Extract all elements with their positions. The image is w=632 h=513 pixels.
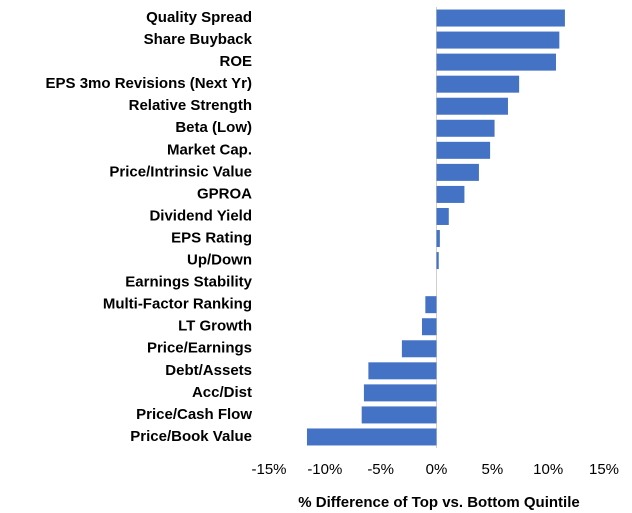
bar bbox=[363, 384, 437, 402]
bar bbox=[436, 31, 560, 49]
bar bbox=[436, 141, 491, 159]
y-tick-label: Price/Earnings bbox=[147, 340, 252, 357]
y-tick-label: Dividend Yield bbox=[149, 207, 252, 224]
bar bbox=[306, 428, 437, 446]
bar bbox=[361, 406, 437, 424]
y-tick-label: ROE bbox=[219, 53, 252, 70]
x-tick-label: 5% bbox=[481, 461, 503, 478]
bar bbox=[436, 75, 520, 93]
bar bbox=[436, 53, 556, 71]
x-tick-label: 10% bbox=[533, 461, 563, 478]
bar bbox=[368, 362, 437, 380]
y-tick-label: LT Growth bbox=[178, 318, 252, 335]
y-tick-label: GPROA bbox=[197, 185, 252, 202]
bar bbox=[436, 119, 495, 137]
x-tick-label: 0% bbox=[426, 461, 448, 478]
bar bbox=[421, 318, 437, 336]
y-tick-label: EPS 3mo Revisions (Next Yr) bbox=[46, 75, 252, 92]
y-tick-label: Relative Strength bbox=[129, 97, 252, 114]
x-tick-label: -10% bbox=[307, 461, 342, 478]
y-tick-label: Price/Cash Flow bbox=[136, 406, 252, 423]
bar bbox=[436, 9, 565, 27]
bar bbox=[436, 97, 508, 115]
y-tick-label: Quality Spread bbox=[146, 9, 252, 26]
y-tick-label: Up/Down bbox=[187, 252, 252, 269]
y-tick-label: Share Buyback bbox=[144, 31, 253, 48]
y-tick-label: Price/Book Value bbox=[130, 428, 252, 445]
bar bbox=[436, 207, 449, 225]
y-tick-label: Market Cap. bbox=[167, 141, 252, 158]
bar bbox=[401, 340, 437, 358]
y-tick-label: Acc/Dist bbox=[192, 384, 252, 401]
x-tick-label: 15% bbox=[589, 461, 619, 478]
x-tick-label: -5% bbox=[367, 461, 394, 478]
x-axis-title: % Difference of Top vs. Bottom Quintile bbox=[298, 494, 579, 511]
bar bbox=[425, 296, 437, 314]
y-tick-label: Price/Intrinsic Value bbox=[109, 163, 252, 180]
y-tick-label: Earnings Stability bbox=[125, 274, 252, 291]
x-tick-label: -15% bbox=[251, 461, 286, 478]
y-tick-label: Multi-Factor Ranking bbox=[103, 296, 252, 313]
bar bbox=[436, 252, 439, 270]
bar bbox=[436, 163, 479, 181]
y-tick-label: Beta (Low) bbox=[175, 119, 252, 136]
y-tick-label: EPS Rating bbox=[171, 229, 252, 246]
bar bbox=[436, 230, 440, 248]
y-tick-label: Debt/Assets bbox=[165, 362, 252, 379]
bar bbox=[436, 185, 465, 203]
